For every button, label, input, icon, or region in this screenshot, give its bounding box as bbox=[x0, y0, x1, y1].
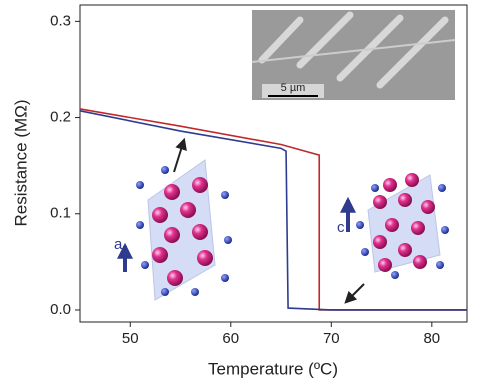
y-axis-label: Resistance (MΩ) bbox=[11, 99, 30, 226]
sem-inset: 5 µm bbox=[251, 10, 456, 100]
pointer-arrow bbox=[173, 137, 187, 173]
x-axis-label: Temperature (ºC) bbox=[208, 359, 338, 378]
y-tick-label: 0.0 bbox=[50, 301, 71, 318]
x-tick-label: 50 bbox=[122, 330, 139, 347]
x-tick-label: 70 bbox=[323, 330, 340, 347]
pointer-arrow bbox=[344, 283, 365, 304]
x-tick-label: 60 bbox=[222, 330, 239, 347]
scale-label: 5 µm bbox=[281, 82, 306, 94]
plot-frame bbox=[79, 4, 468, 323]
x-tick-label: 80 bbox=[423, 330, 440, 347]
plot-area: 50 60 70 80 0.0 0.1 0.2 0.3 bbox=[50, 4, 468, 347]
series-line bbox=[79, 110, 467, 311]
y-tick-label: 0.3 bbox=[50, 12, 71, 29]
y-tick-label: 0.2 bbox=[50, 109, 71, 126]
crystal-c: c bbox=[337, 173, 449, 279]
crystal-a: a bbox=[114, 159, 232, 301]
axis-c-label: c bbox=[337, 219, 345, 236]
axis-a-label: a bbox=[114, 236, 123, 253]
y-tick-label: 0.1 bbox=[50, 205, 71, 222]
